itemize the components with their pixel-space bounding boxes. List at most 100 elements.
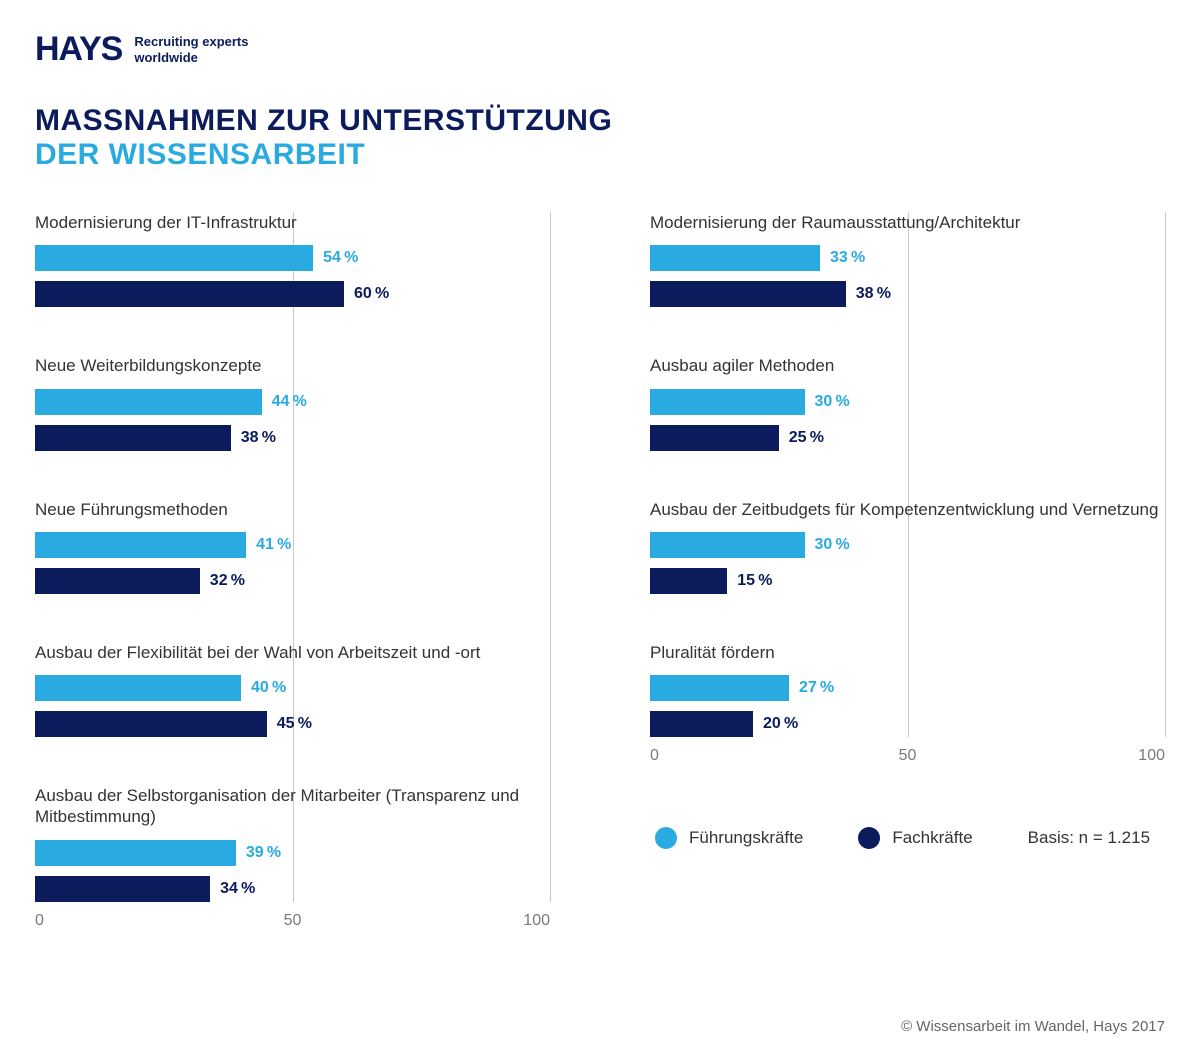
bar [35,840,236,866]
left-chart-area: Modernisierung der IT-Infrastruktur 54 % 6… [35,212,550,937]
bar [35,568,200,594]
logo-tagline-line1: Recruiting experts [134,34,248,50]
bar-value-label: 32 % [210,572,245,590]
bar [35,675,241,701]
axis-tick-label: 0 [650,747,659,765]
group-label: Pluralität fördern [650,642,1165,663]
left-groups-container: Modernisierung der IT-Infrastruktur 54 % 6… [35,212,550,902]
logo-tagline: Recruiting experts worldwide [134,34,248,65]
bar-value-label: 44 % [272,393,307,411]
logo-mark: HAYS [35,30,122,69]
axis-tick-label: 50 [899,747,917,765]
chart-group: Ausbau der Zeitbudgets für Kompetenzentw… [650,499,1165,594]
chart-group: Neue Führungsmethoden 41 % 32 % [35,499,550,594]
bar [35,532,246,558]
gridline [550,212,551,902]
chart-group: Neue Weiterbildungskonzepte 44 % 38 % [35,355,550,450]
group-label: Modernisierung der IT-Infrastruktur [35,212,550,233]
bar-value-label: 33 % [830,249,865,267]
chart-columns: Modernisierung der IT-Infrastruktur 54 % 6… [35,212,1165,937]
bar [35,711,267,737]
group-label: Ausbau der Selbstorganisation der Mitarb… [35,785,550,828]
bar-value-label: 34 % [220,880,255,898]
legend-item-1: Führungskräfte [655,827,803,849]
axis-tick-label: 50 [284,912,302,930]
bar [35,281,344,307]
chart-group: Pluralität fördern 27 %20 % [650,642,1165,737]
bar [650,711,753,737]
bar [35,876,210,902]
right-groups-container: Modernisierung der Raumausstattung/Archi… [650,212,1165,737]
group-label: Modernisierung der Raumausstattung/Archi… [650,212,1165,233]
bar-value-label: 39 % [246,844,281,862]
group-label: Ausbau der Zeitbudgets für Kompetenzentw… [650,499,1165,520]
chart-group: Ausbau der Selbstorganisation der Mitarb… [35,785,550,902]
legend-label-1: Führungskräfte [689,828,803,848]
bar-row: 25 % [650,425,1165,451]
bar-row: 27 % [650,675,1165,701]
title-line2: DER WISSENSARBEIT [35,138,1165,172]
chart-group: Ausbau agiler Methoden 30 % 25 % [650,355,1165,450]
left-axis-labels: 0 50 100 [35,912,550,937]
legend-basis: Basis: n = 1.215 [1028,828,1150,848]
bar [650,675,789,701]
bar [35,245,313,271]
bar-value-label: 38 % [856,285,891,303]
bar-row: 39 % [35,840,550,866]
right-chart-area: Modernisierung der Raumausstattung/Archi… [650,212,1165,772]
bar-row: 32 % [35,568,550,594]
bar-row: 33 % [650,245,1165,271]
bar [650,281,846,307]
chart-group: Modernisierung der Raumausstattung/Archi… [650,212,1165,307]
chart-group: Ausbau der Flexibilität bei der Wahl von… [35,642,550,737]
bar-value-label: 41 % [256,536,291,554]
right-column: Modernisierung der Raumausstattung/Archi… [650,212,1165,937]
bar-row: 38 % [35,425,550,451]
bar-row: 20 % [650,711,1165,737]
bar-value-label: 30 % [815,393,850,411]
group-label: Ausbau der Flexibilität bei der Wahl von… [35,642,550,663]
bar-row: 34 % [35,876,550,902]
right-axis-labels: 0 50 100 [650,747,1165,772]
bar [35,389,262,415]
bar-value-label: 40 % [251,679,286,697]
bar [650,425,779,451]
legend: Führungskräfte Fachkräfte Basis: n = 1.2… [650,827,1165,849]
axis-tick-label: 100 [1138,747,1165,765]
bar-value-label: 20 % [763,715,798,733]
bar-row: 38 % [650,281,1165,307]
title-line1: MASSNAHMEN ZUR UNTERSTÜTZUNG [35,104,1165,138]
bar [650,389,805,415]
gridline [1165,212,1166,737]
axis-tick-label: 100 [523,912,550,930]
bar-value-label: 45 % [277,715,312,733]
footer-credit: © Wissensarbeit im Wandel, Hays 2017 [901,1018,1165,1035]
logo-block: HAYS Recruiting experts worldwide [35,30,1165,69]
legend-label-2: Fachkräfte [892,828,972,848]
bar-value-label: 30 % [815,536,850,554]
bar-value-label: 25 % [789,429,824,447]
axis-tick-label: 0 [35,912,44,930]
bar-value-label: 54 % [323,249,358,267]
legend-item-2: Fachkräfte [858,827,972,849]
logo-tagline-line2: worldwide [134,50,248,66]
bar-value-label: 60 % [354,285,389,303]
legend-dot-2 [858,827,880,849]
bar-value-label: 15 % [737,572,772,590]
bar-row: 54 % [35,245,550,271]
group-label: Neue Führungsmethoden [35,499,550,520]
bar-row: 45 % [35,711,550,737]
bar-value-label: 27 % [799,679,834,697]
bar-row: 60 % [35,281,550,307]
bar-value-label: 38 % [241,429,276,447]
bar [650,532,805,558]
group-label: Neue Weiterbildungskonzepte [35,355,550,376]
bar [650,245,820,271]
bar-row: 30 % [650,532,1165,558]
bar [35,425,231,451]
bar-row: 40 % [35,675,550,701]
title-block: MASSNAHMEN ZUR UNTERSTÜTZUNG DER WISSENS… [35,104,1165,172]
chart-group: Modernisierung der IT-Infrastruktur 54 % 6… [35,212,550,307]
left-column: Modernisierung der IT-Infrastruktur 54 % 6… [35,212,550,937]
group-label: Ausbau agiler Methoden [650,355,1165,376]
